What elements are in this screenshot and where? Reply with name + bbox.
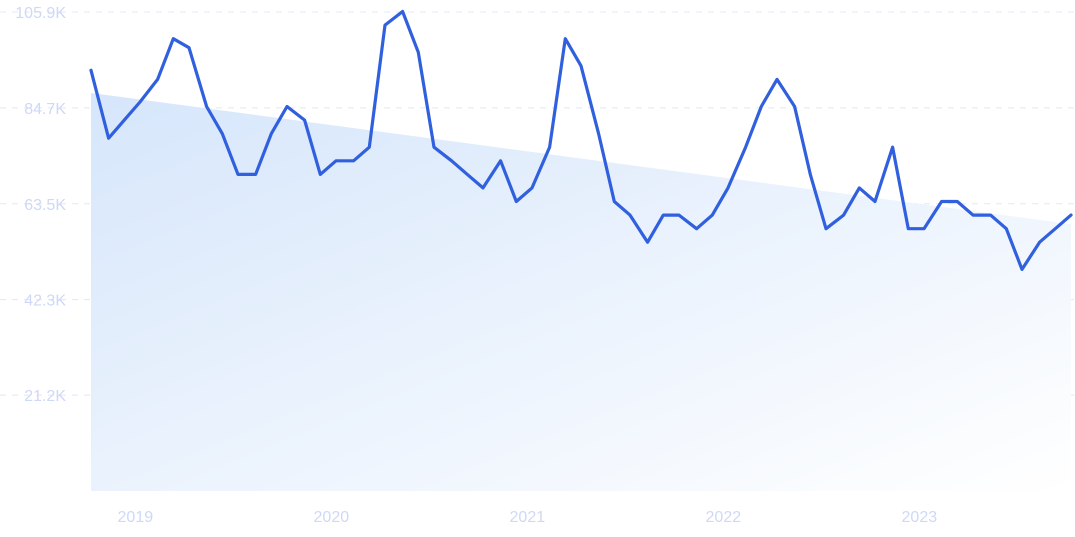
x-axis-ticks: 2019 2020 2021 2022 2023 xyxy=(118,509,938,526)
x-tick-label: 2022 xyxy=(706,509,742,526)
y-tick-label: 63.5K xyxy=(24,197,66,214)
trend-area xyxy=(91,92,1071,492)
x-tick-label: 2023 xyxy=(902,509,938,526)
series-line xyxy=(89,9,1073,271)
y-tick-label: 105.9K xyxy=(15,5,66,22)
y-tick-label: 21.2K xyxy=(24,388,66,405)
x-tick-label: 2020 xyxy=(314,509,350,526)
y-axis-ticks: 105.9K 84.7K 63.5K 42.3K 21.2K xyxy=(15,5,66,405)
y-tick-label: 42.3K xyxy=(24,293,66,310)
x-tick-label: 2019 xyxy=(118,509,154,526)
x-tick-label: 2021 xyxy=(510,509,546,526)
y-tick-label: 84.7K xyxy=(24,101,66,118)
